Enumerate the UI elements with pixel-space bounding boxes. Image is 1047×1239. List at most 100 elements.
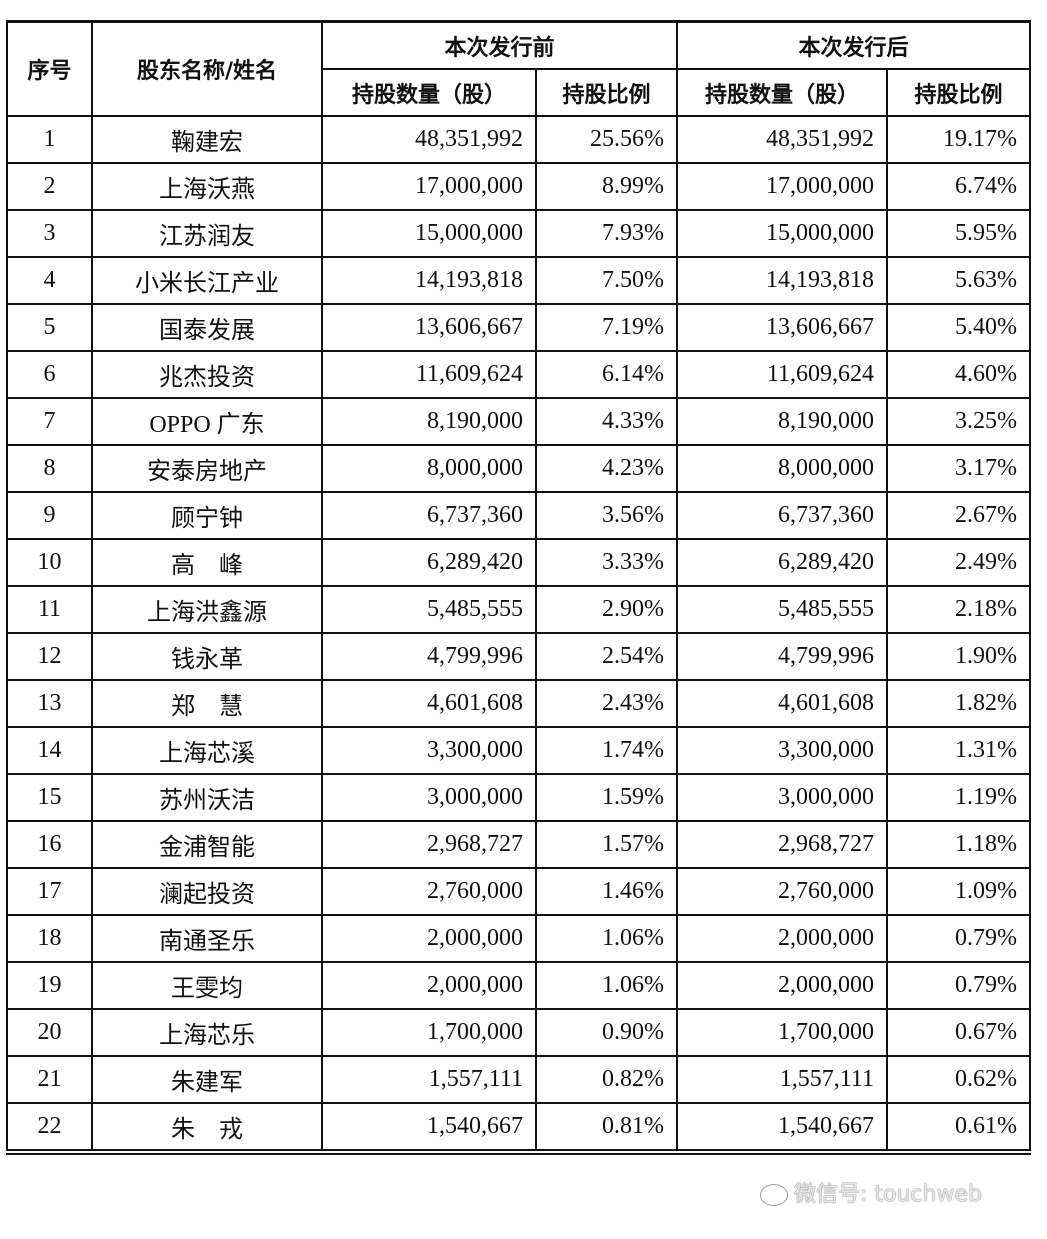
wechat-icon xyxy=(760,1184,788,1206)
table-row: 14 上海芯溪 3,300,000 1.74% 3,300,000 1.31% xyxy=(6,726,1032,775)
cell-shares-before: 5,485,555 xyxy=(321,585,537,634)
cell-ratio-before: 2.90% xyxy=(534,585,679,634)
cell-shares-before: 8,000,000 xyxy=(321,444,537,493)
cell-shares-before: 13,606,667 xyxy=(321,303,537,352)
cell-no: 3 xyxy=(6,209,93,258)
cell-no: 17 xyxy=(6,867,93,916)
cell-ratio-before: 0.81% xyxy=(534,1102,679,1155)
cell-shares-before: 2,000,000 xyxy=(321,914,537,963)
cell-no: 4 xyxy=(6,256,93,305)
cell-shares-before: 2,760,000 xyxy=(321,867,537,916)
header-row-1: 序号 股东名称/姓名 本次发行前 本次发行后 xyxy=(6,20,1032,117)
cell-no: 18 xyxy=(6,914,93,963)
cell-shares-before: 1,540,667 xyxy=(321,1102,537,1155)
cell-ratio-after: 3.17% xyxy=(886,444,1032,493)
cell-ratio-after: 0.62% xyxy=(886,1055,1032,1104)
cell-ratio-after: 3.25% xyxy=(886,397,1032,446)
col-header-ratio-before: 持股比例 xyxy=(534,68,679,117)
cell-name: 上海沃燕 xyxy=(91,162,323,211)
cell-ratio-after: 5.95% xyxy=(886,209,1032,258)
cell-shares-after: 13,606,667 xyxy=(676,303,889,352)
cell-ratio-after: 1.09% xyxy=(886,867,1032,916)
cell-no: 14 xyxy=(6,726,93,775)
cell-ratio-before: 1.57% xyxy=(534,820,679,869)
cell-shares-before: 3,300,000 xyxy=(321,726,537,775)
col-header-no: 序号 xyxy=(6,20,93,117)
cell-no: 20 xyxy=(6,1008,93,1057)
cell-ratio-after: 2.67% xyxy=(886,491,1032,540)
table-row: 2 上海沃燕 17,000,000 8.99% 17,000,000 6.74% xyxy=(6,162,1032,211)
cell-no: 2 xyxy=(6,162,93,211)
col-header-shares-after: 持股数量（股） xyxy=(676,68,889,117)
cell-shares-after: 14,193,818 xyxy=(676,256,889,305)
cell-name: 鞠建宏 xyxy=(91,115,323,164)
cell-shares-after: 8,190,000 xyxy=(676,397,889,446)
cell-name: 兆杰投资 xyxy=(91,350,323,399)
cell-no: 12 xyxy=(6,632,93,681)
cell-ratio-before: 7.19% xyxy=(534,303,679,352)
col-header-ratio-after: 持股比例 xyxy=(886,68,1032,117)
cell-no: 21 xyxy=(6,1055,93,1104)
table-row: 22 朱 戎 1,540,667 0.81% 1,540,667 0.61% xyxy=(6,1102,1032,1155)
cell-name: 郑 慧 xyxy=(91,679,323,728)
cell-shares-after: 8,000,000 xyxy=(676,444,889,493)
cell-ratio-before: 0.82% xyxy=(534,1055,679,1104)
cell-name: 上海洪鑫源 xyxy=(91,585,323,634)
table-row: 4 小米长江产业 14,193,818 7.50% 14,193,818 5.63% xyxy=(6,256,1032,305)
cell-name: 朱建军 xyxy=(91,1055,323,1104)
cell-ratio-after: 0.67% xyxy=(886,1008,1032,1057)
cell-no: 6 xyxy=(6,350,93,399)
cell-ratio-after: 6.74% xyxy=(886,162,1032,211)
cell-name: 高 峰 xyxy=(91,538,323,587)
cell-ratio-before: 2.54% xyxy=(534,632,679,681)
cell-name: 南通圣乐 xyxy=(91,914,323,963)
cell-shares-before: 1,700,000 xyxy=(321,1008,537,1057)
cell-shares-before: 4,601,608 xyxy=(321,679,537,728)
cell-ratio-after: 5.40% xyxy=(886,303,1032,352)
cell-shares-after: 15,000,000 xyxy=(676,209,889,258)
cell-shares-after: 4,601,608 xyxy=(676,679,889,728)
cell-shares-after: 4,799,996 xyxy=(676,632,889,681)
cell-ratio-after: 1.31% xyxy=(886,726,1032,775)
table-row: 16 金浦智能 2,968,727 1.57% 2,968,727 1.18% xyxy=(6,820,1032,869)
cell-ratio-after: 19.17% xyxy=(886,115,1032,164)
table-row: 5 国泰发展 13,606,667 7.19% 13,606,667 5.40% xyxy=(6,303,1032,352)
cell-no: 8 xyxy=(6,444,93,493)
cell-shares-after: 2,968,727 xyxy=(676,820,889,869)
cell-shares-before: 2,000,000 xyxy=(321,961,537,1010)
cell-ratio-after: 0.79% xyxy=(886,961,1032,1010)
cell-ratio-before: 8.99% xyxy=(534,162,679,211)
cell-shares-after: 11,609,624 xyxy=(676,350,889,399)
table-row: 11 上海洪鑫源 5,485,555 2.90% 5,485,555 2.18% xyxy=(6,585,1032,634)
table-row: 12 钱永革 4,799,996 2.54% 4,799,996 1.90% xyxy=(6,632,1032,681)
watermark-text: 微信号: touchweb xyxy=(794,1182,982,1207)
cell-shares-after: 6,289,420 xyxy=(676,538,889,587)
cell-ratio-before: 4.23% xyxy=(534,444,679,493)
cell-shares-after: 3,300,000 xyxy=(676,726,889,775)
cell-shares-before: 8,190,000 xyxy=(321,397,537,446)
cell-shares-before: 14,193,818 xyxy=(321,256,537,305)
cell-name: 小米长江产业 xyxy=(91,256,323,305)
table-body: 1 鞠建宏 48,351,992 25.56% 48,351,992 19.17% 2 上海沃… xyxy=(6,115,1032,1155)
cell-ratio-before: 3.56% xyxy=(534,491,679,540)
cell-name: 国泰发展 xyxy=(91,303,323,352)
cell-shares-after: 1,557,111 xyxy=(676,1055,889,1104)
watermark: 微信号: touchweb xyxy=(760,1176,982,1208)
cell-name: 苏州沃洁 xyxy=(91,773,323,822)
table-row: 15 苏州沃洁 3,000,000 1.59% 3,000,000 1.19% xyxy=(6,773,1032,822)
cell-no: 10 xyxy=(6,538,93,587)
table-row: 1 鞠建宏 48,351,992 25.56% 48,351,992 19.17% xyxy=(6,115,1032,164)
cell-shares-after: 3,000,000 xyxy=(676,773,889,822)
cell-ratio-before: 0.90% xyxy=(534,1008,679,1057)
cell-shares-before: 6,737,360 xyxy=(321,491,537,540)
cell-shares-after: 2,000,000 xyxy=(676,914,889,963)
cell-no: 9 xyxy=(6,491,93,540)
cell-name: OPPO 广东 xyxy=(91,397,323,446)
table-row: 3 江苏润友 15,000,000 7.93% 15,000,000 5.95% xyxy=(6,209,1032,258)
cell-name: 澜起投资 xyxy=(91,867,323,916)
table-row: 17 澜起投资 2,760,000 1.46% 2,760,000 1.09% xyxy=(6,867,1032,916)
table-row: 8 安泰房地产 8,000,000 4.23% 8,000,000 3.17% xyxy=(6,444,1032,493)
cell-shares-after: 17,000,000 xyxy=(676,162,889,211)
cell-ratio-after: 1.19% xyxy=(886,773,1032,822)
cell-ratio-after: 5.63% xyxy=(886,256,1032,305)
